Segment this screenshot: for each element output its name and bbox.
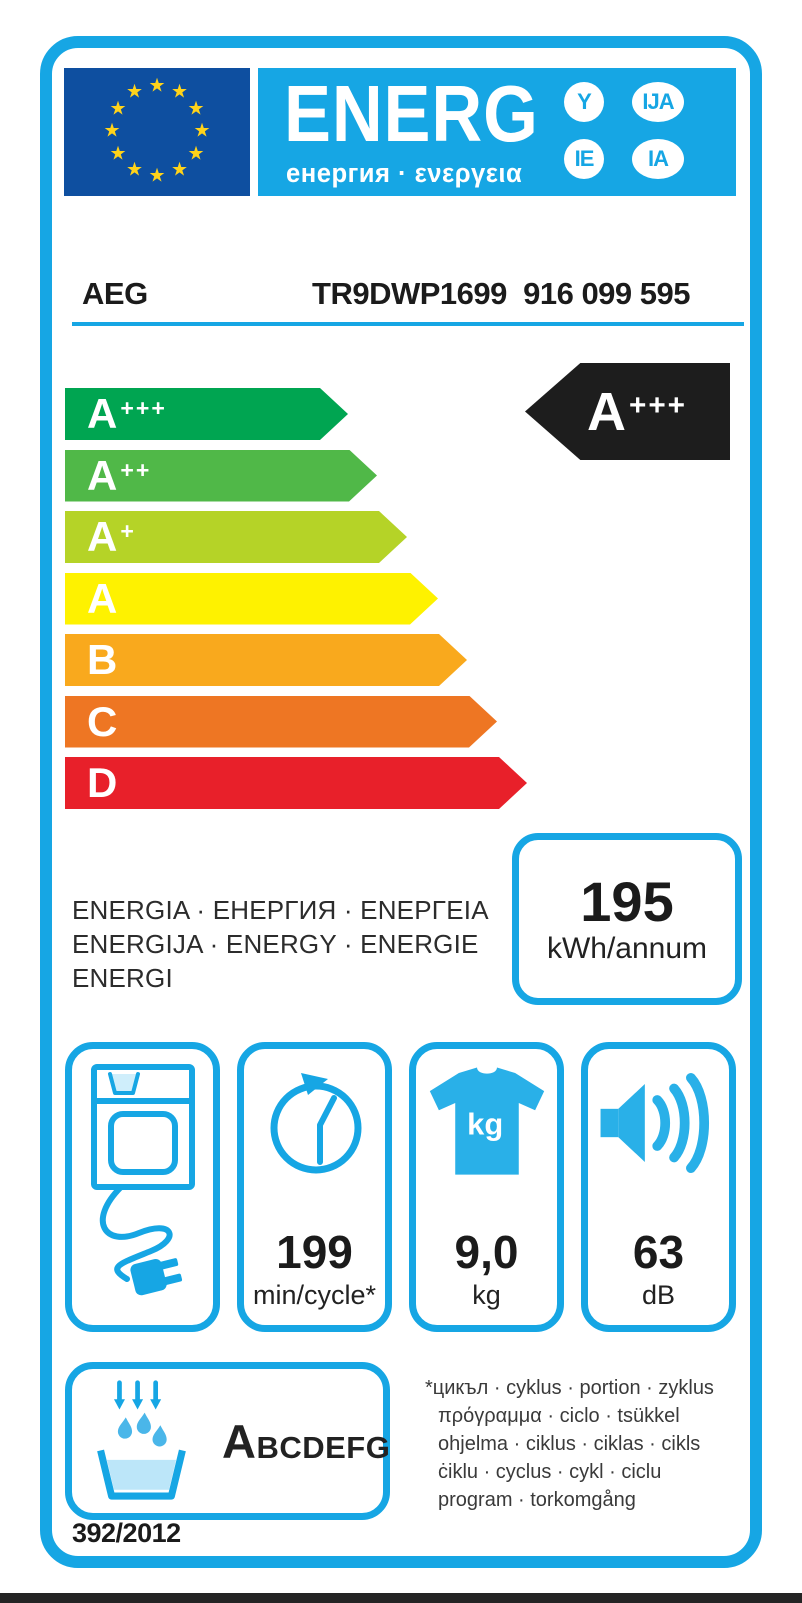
class-bar-a: A [65,573,438,625]
energ-header: ENERG енергия · ενεργεια Y IJA IE IA [258,68,736,196]
current-rating-arrow: A +++ [525,363,730,460]
energ-subtitle: енергия · ενεργεια [286,158,523,188]
condensation-box: ABCDEFG [65,1362,390,1520]
class-bar-c: C [65,696,497,748]
efficiency-scale: A +++ A ++ A + A B C D [65,388,527,819]
metric-box-noise: 63 dB [581,1042,736,1332]
screen-bottom-strip [0,1593,802,1603]
energ-suffix-ia: IA [632,139,684,179]
condensation-icon [88,1372,206,1510]
dryer-plug-icon [76,1053,209,1311]
cycle-time-value: 199 [276,1226,353,1279]
divider-rule [72,322,744,326]
capacity-unit: kg [472,1280,501,1311]
svg-text:kg: kg [467,1107,503,1142]
annual-consumption-box: 195 kWh/annum [512,833,742,1005]
class-bar-d: D [65,757,527,809]
capacity-value: 9,0 [454,1226,519,1279]
eu-flag-icon: ★ ★ ★ ★ ★ ★ ★ ★ ★ ★ ★ ★ [64,68,250,196]
capacity-icon: kg [420,1061,553,1229]
energy-label: ★ ★ ★ ★ ★ ★ ★ ★ ★ ★ ★ ★ ENERG енергия · … [40,36,762,1568]
consumption-value: 195 [580,870,674,934]
brand-name: AEG [82,276,148,311]
cycle-time-icon [248,1061,381,1229]
energ-suffix-ija: IJA [632,82,684,122]
metric-box-capacity: kg 9,0 kg [409,1042,564,1332]
class-bar-a2: A ++ [65,450,377,502]
regulation-number: 392/2012 [72,1518,181,1548]
class-bar-a1: A + [65,511,407,563]
brand-model-row: AEG TR9DWP1699 916 099 595 [82,276,690,312]
noise-value: 63 [632,1226,685,1279]
energ-suffix-y: Y [564,82,604,122]
consumption-unit: kWh/annum [546,931,708,965]
cycle-time-unit: min/cycle* [252,1280,377,1311]
condensation-class-range: ABCDEFG [222,1414,391,1468]
energ-wordmark: ENERG [284,69,539,158]
class-bar-a3: A +++ [65,388,348,440]
noise-unit: dB [641,1280,676,1311]
energ-suffix-ie: IE [564,139,604,179]
noise-icon [592,1061,725,1229]
energy-words: ENERGIA · ЕНЕРГИЯ · ΕΝΕΡΓΕΙΑ ENERGIJA · … [72,895,489,993]
metric-box-cycle-time: 199 min/cycle* [237,1042,392,1332]
model-number: TR9DWP1699 916 099 595 [312,276,690,311]
cycle-footnote: *цикъл · cyklus · portion · zyklus πρόγρ… [425,1377,714,1511]
metric-box-dryer [65,1042,220,1332]
class-bar-b: B [65,634,467,686]
